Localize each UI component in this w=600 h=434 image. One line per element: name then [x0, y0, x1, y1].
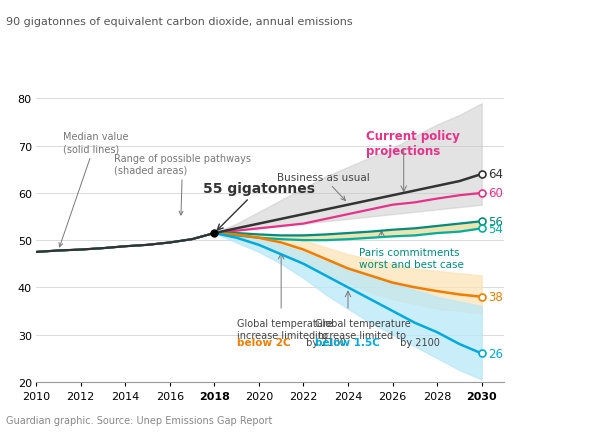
Text: Paris commitments
worst and best case: Paris commitments worst and best case [359, 248, 464, 269]
Text: Global temperature
increase limited to: Global temperature increase limited to [314, 318, 410, 340]
Text: Guardian graphic. Source: Unep Emissions Gap Report: Guardian graphic. Source: Unep Emissions… [6, 415, 272, 425]
Text: Median value
(solid lines): Median value (solid lines) [59, 132, 128, 247]
Text: 64: 64 [488, 168, 503, 181]
Text: 55 gigatonnes: 55 gigatonnes [203, 182, 315, 230]
Text: below 2C: below 2C [236, 337, 290, 347]
Text: 56: 56 [488, 215, 503, 228]
Text: 54: 54 [488, 222, 503, 235]
Text: below 1.5C: below 1.5C [314, 337, 379, 347]
Text: 38: 38 [488, 291, 503, 304]
Text: Range of possible pathways
(shaded areas): Range of possible pathways (shaded areas… [114, 153, 251, 216]
Text: Business as usual: Business as usual [277, 172, 370, 201]
Text: 90 gigatonnes of equivalent carbon dioxide, annual emissions: 90 gigatonnes of equivalent carbon dioxi… [6, 17, 353, 27]
Text: 60: 60 [488, 187, 503, 200]
Text: Current policy
projections: Current policy projections [366, 130, 460, 158]
Text: by 2100: by 2100 [304, 337, 346, 347]
Text: 26: 26 [488, 347, 503, 360]
Text: by 2100: by 2100 [397, 337, 440, 347]
Text: Global temperature
increase limited to: Global temperature increase limited to [236, 318, 332, 340]
